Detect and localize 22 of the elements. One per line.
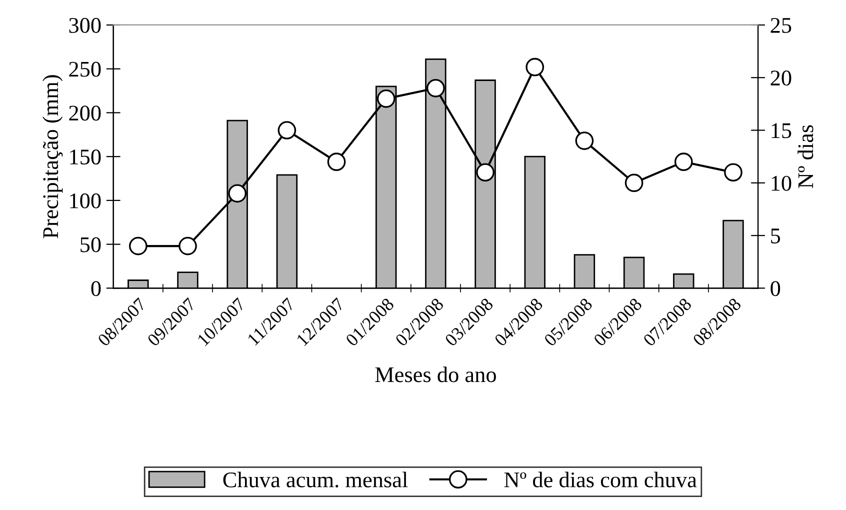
y-axis-title: Precipitação (mm)	[42, 75, 63, 238]
y2-axis-title: Nº dias	[798, 125, 814, 188]
legend-label: Chuva acum. mensal	[223, 472, 408, 488]
y-tick-label: 300	[69, 18, 101, 33]
y2-tick-label: 5	[771, 228, 780, 244]
y2-tick-label: 20	[770, 70, 792, 86]
point	[476, 163, 494, 182]
point	[376, 90, 396, 108]
y2-tick-label: 15	[772, 123, 792, 138]
y-tick-label: 50	[80, 237, 101, 252]
y-tick-label: 0	[91, 281, 101, 296]
y-tick-label: 250	[69, 62, 101, 77]
y-tick-label: 200	[69, 106, 101, 121]
y2-tick-label: 0	[770, 281, 780, 296]
point	[426, 78, 445, 98]
x-axis-title: Meses do ano	[375, 366, 496, 382]
legend-label: Nº de dias com chuva	[504, 472, 697, 488]
point	[228, 184, 247, 203]
y-tick-label: 100	[70, 193, 101, 208]
y-tick-label: 150	[70, 150, 101, 164]
y2-tick-label: 10	[772, 176, 792, 191]
y2-tick-label: 25	[770, 18, 792, 33]
